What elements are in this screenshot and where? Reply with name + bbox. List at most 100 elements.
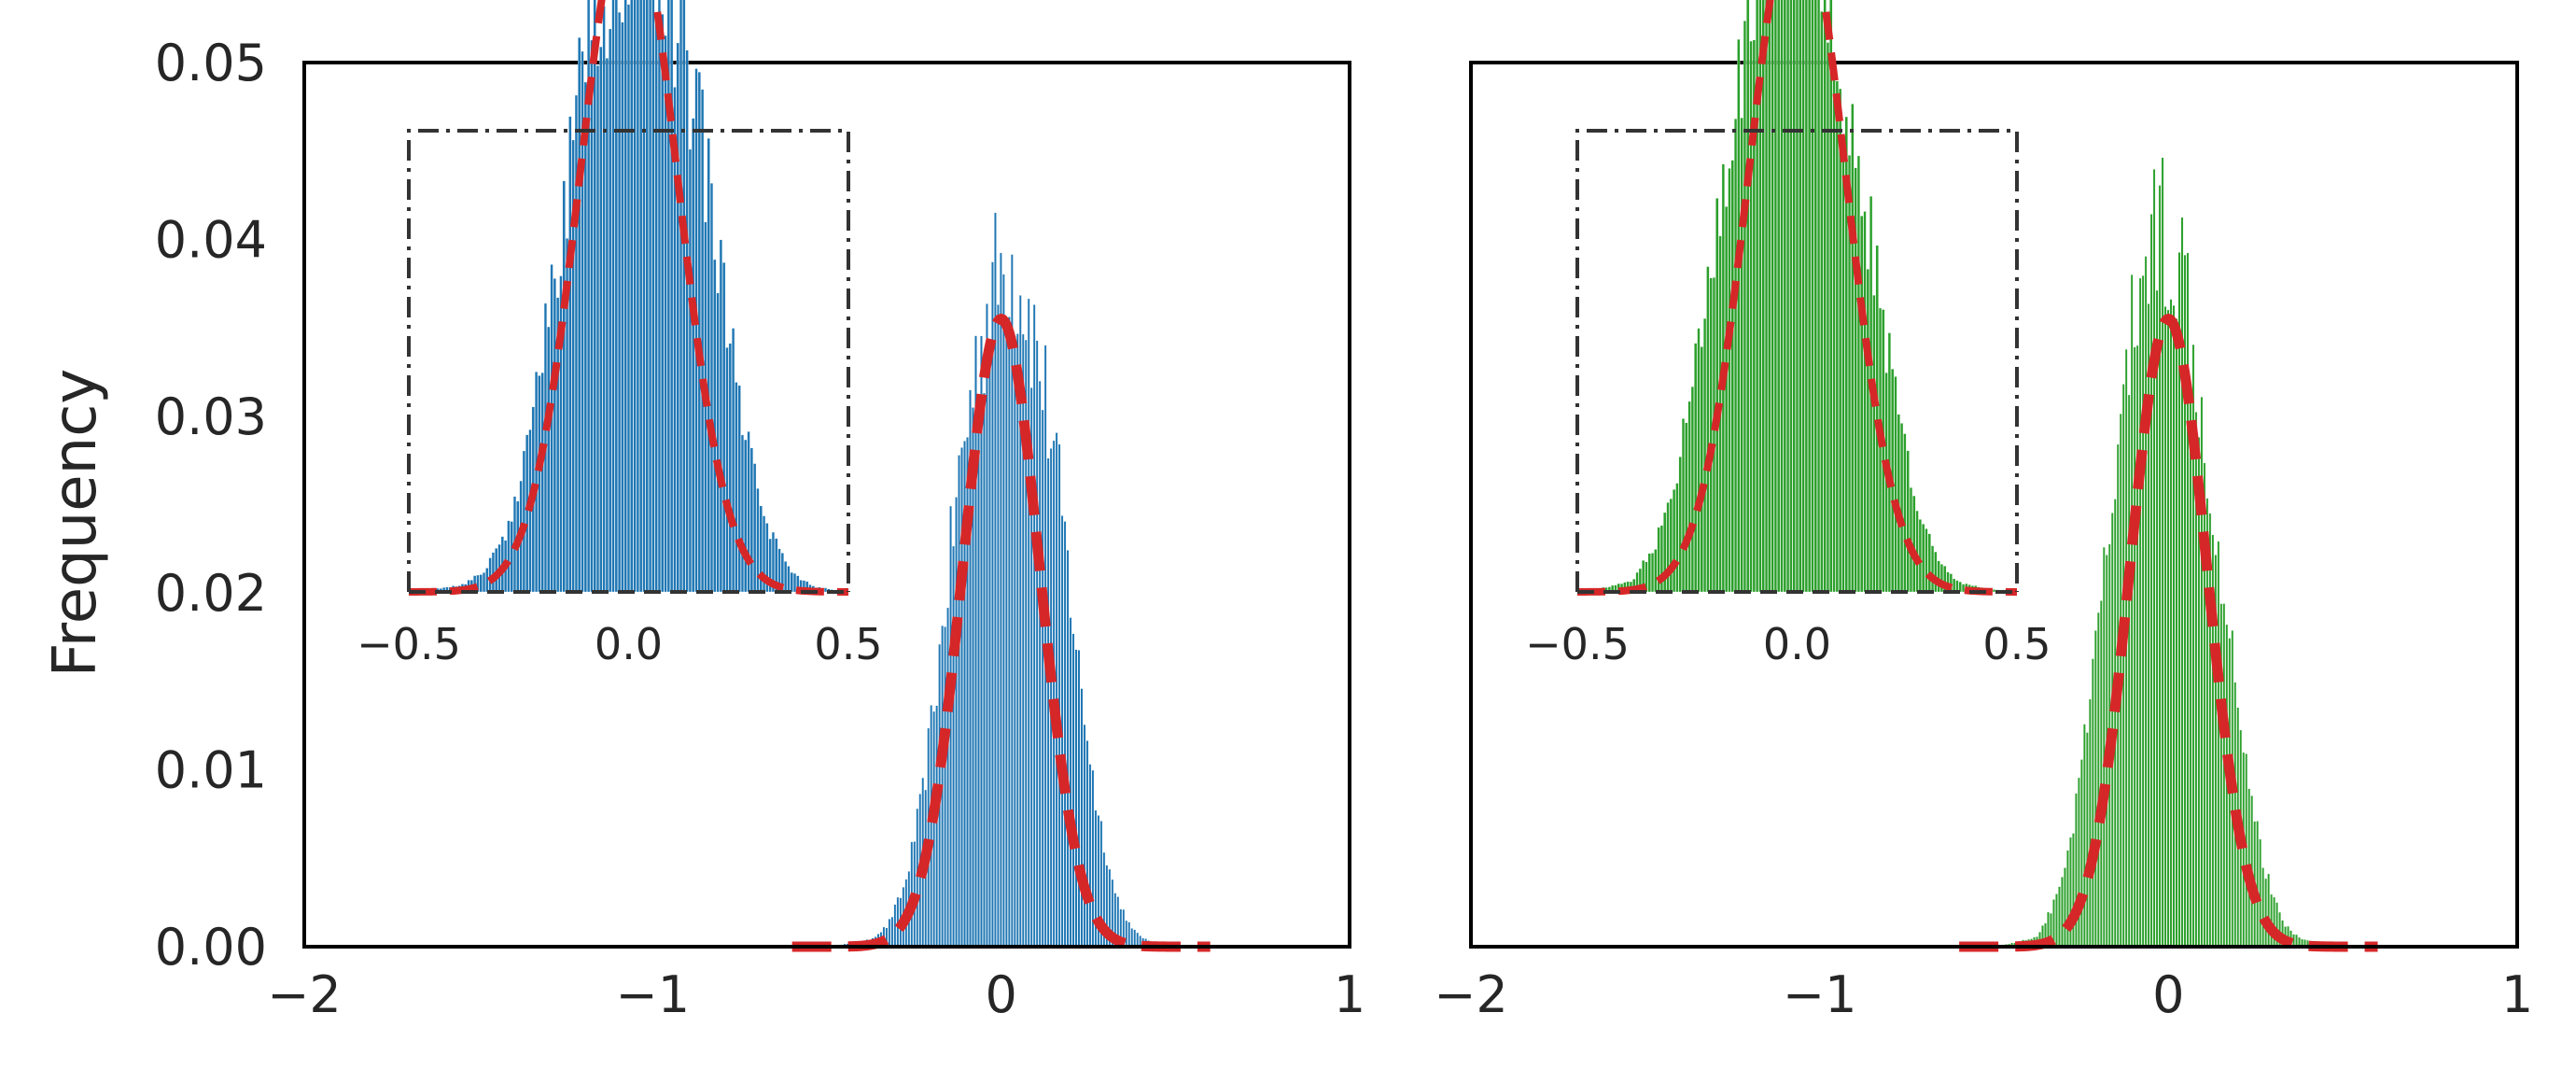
- inset-histogram-bar: [1758, 0, 1762, 593]
- inset-histogram-bar: [1792, 0, 1796, 593]
- histogram-bar: [2091, 658, 2094, 948]
- inset-histogram-bar: [1992, 589, 1996, 593]
- y-tick-label: 0.05: [155, 34, 267, 92]
- histogram-bar: [1130, 928, 1134, 948]
- x-tick-label: −2: [267, 965, 342, 1024]
- inset-histogram-bar: [1673, 489, 1676, 593]
- inset-histogram-bar: [1687, 401, 1691, 593]
- histogram-bar: [2079, 759, 2083, 948]
- histogram-bar: [1001, 274, 1005, 948]
- histogram-bar: [1127, 921, 1131, 948]
- inset-histogram-bar: [1863, 211, 1867, 593]
- inset-histogram-bar: [1669, 499, 1673, 593]
- inset-histogram-bar: [550, 264, 553, 593]
- histogram-bar: [2155, 289, 2159, 948]
- inset-histogram-bar: [707, 138, 710, 593]
- x-tick-label: −2: [1434, 965, 1508, 1024]
- inset-histogram-bar: [636, 0, 639, 593]
- inset-histogram-bar: [749, 447, 753, 593]
- inset-histogram-bar: [1789, 0, 1793, 593]
- inset-histogram-bar: [1678, 457, 1682, 593]
- inset-x-tick-label: −0.5: [357, 619, 461, 669]
- histogram-bar: [1032, 304, 1036, 948]
- histogram-bar: [2088, 698, 2092, 948]
- histogram-bar: [1038, 380, 1042, 948]
- inset-histogram-bar: [1937, 560, 1940, 593]
- inset-histogram-bar: [593, 0, 596, 593]
- inset-histogram-bar: [1730, 160, 1734, 593]
- histogram-bar: [2061, 876, 2064, 948]
- y-tick-label: 0.01: [155, 741, 267, 800]
- inset-histogram-bar: [590, 39, 594, 593]
- y-axis-label: Frequency: [41, 369, 110, 678]
- histogram-bar: [2169, 299, 2173, 948]
- inset-histogram-bar: [1777, 0, 1781, 593]
- inset-histogram-bar: [525, 434, 529, 593]
- histogram-bar: [935, 705, 939, 948]
- inset-histogram-bar: [701, 89, 705, 593]
- inset-histogram-bar: [1918, 519, 1922, 593]
- inset-histogram-bar: [1808, 0, 1812, 593]
- histogram-bar: [2144, 256, 2148, 948]
- inset-histogram-bar: [556, 297, 560, 593]
- inset-histogram-bar: [1866, 269, 1869, 593]
- histogram-bar: [1035, 340, 1039, 948]
- histogram-bar: [2175, 318, 2178, 948]
- inset-histogram-bar: [768, 538, 772, 593]
- histogram-bar: [2245, 753, 2248, 948]
- inset-histogram-bar: [765, 523, 769, 593]
- right-panel: −2 −1 0 1 −0.5 0.0 0.5: [1434, 0, 2533, 1024]
- inset-histogram-bar: [1823, 0, 1827, 593]
- inset-histogram-bar: [1841, 145, 1845, 593]
- y-tick-label: 0.02: [155, 564, 267, 623]
- histogram-bar: [930, 705, 933, 948]
- inset-histogram-bar: [1715, 198, 1719, 593]
- inset: −0.5 0.0 0.5: [357, 0, 883, 669]
- inset-histogram-bar: [1835, 80, 1839, 593]
- inset-histogram-bar: [1931, 545, 1935, 593]
- inset-histogram-bar: [1860, 216, 1864, 593]
- inset-histogram-bar: [1813, 0, 1817, 593]
- inset-histogram-bar: [1927, 533, 1931, 593]
- histogram-bar: [2163, 306, 2167, 948]
- histogram-bar: [946, 607, 950, 948]
- inset-histogram-bar: [1700, 346, 1703, 593]
- inset-histogram-bar: [618, 11, 622, 593]
- histogram-bar: [2055, 893, 2058, 948]
- histogram-bar: [1074, 649, 1078, 948]
- inset-histogram-bar: [583, 81, 587, 593]
- histogram-bar: [2082, 724, 2086, 948]
- histogram-bar: [1055, 432, 1058, 948]
- inset-histogram-bar: [666, 0, 670, 593]
- inset-histogram-bar: [1764, 0, 1769, 593]
- histogram-bar: [2085, 732, 2089, 948]
- inset-histogram-bar: [562, 180, 566, 593]
- inset-histogram-bar: [1733, 119, 1738, 593]
- inset-histogram-bar: [1780, 0, 1784, 593]
- histogram-bar: [2099, 600, 2103, 948]
- histogram-bar: [2058, 886, 2061, 948]
- inset-histogram-bar: [722, 262, 726, 593]
- inset-histogram-bar: [685, 49, 689, 593]
- inset-histogram-bar: [1752, 39, 1756, 593]
- inset-histogram-bar: [1786, 0, 1790, 593]
- histogram-bar: [1133, 929, 1137, 948]
- inset-frame: [407, 129, 850, 592]
- inset-histogram-bar: [1854, 167, 1857, 593]
- x-tick-label: −1: [616, 965, 691, 1024]
- x-tick-label: 1: [2501, 965, 2533, 1024]
- inset-histogram-bar: [599, 46, 603, 593]
- inset-histogram-bar: [639, 0, 643, 593]
- inset-histogram-bar: [568, 116, 572, 593]
- histogram-bar: [2177, 252, 2181, 948]
- inset-histogram-bar: [697, 72, 701, 593]
- inset-histogram-bar: [645, 0, 649, 593]
- histogram-bar: [2152, 168, 2156, 948]
- histogram-bar: [2138, 277, 2142, 948]
- inset-histogram-bar: [1912, 495, 1916, 593]
- inset-histogram-bar: [1878, 307, 1883, 593]
- inset-histogram-bar: [682, 0, 686, 593]
- histogram-bar: [1077, 650, 1081, 948]
- inset-histogram-bar: [737, 385, 741, 593]
